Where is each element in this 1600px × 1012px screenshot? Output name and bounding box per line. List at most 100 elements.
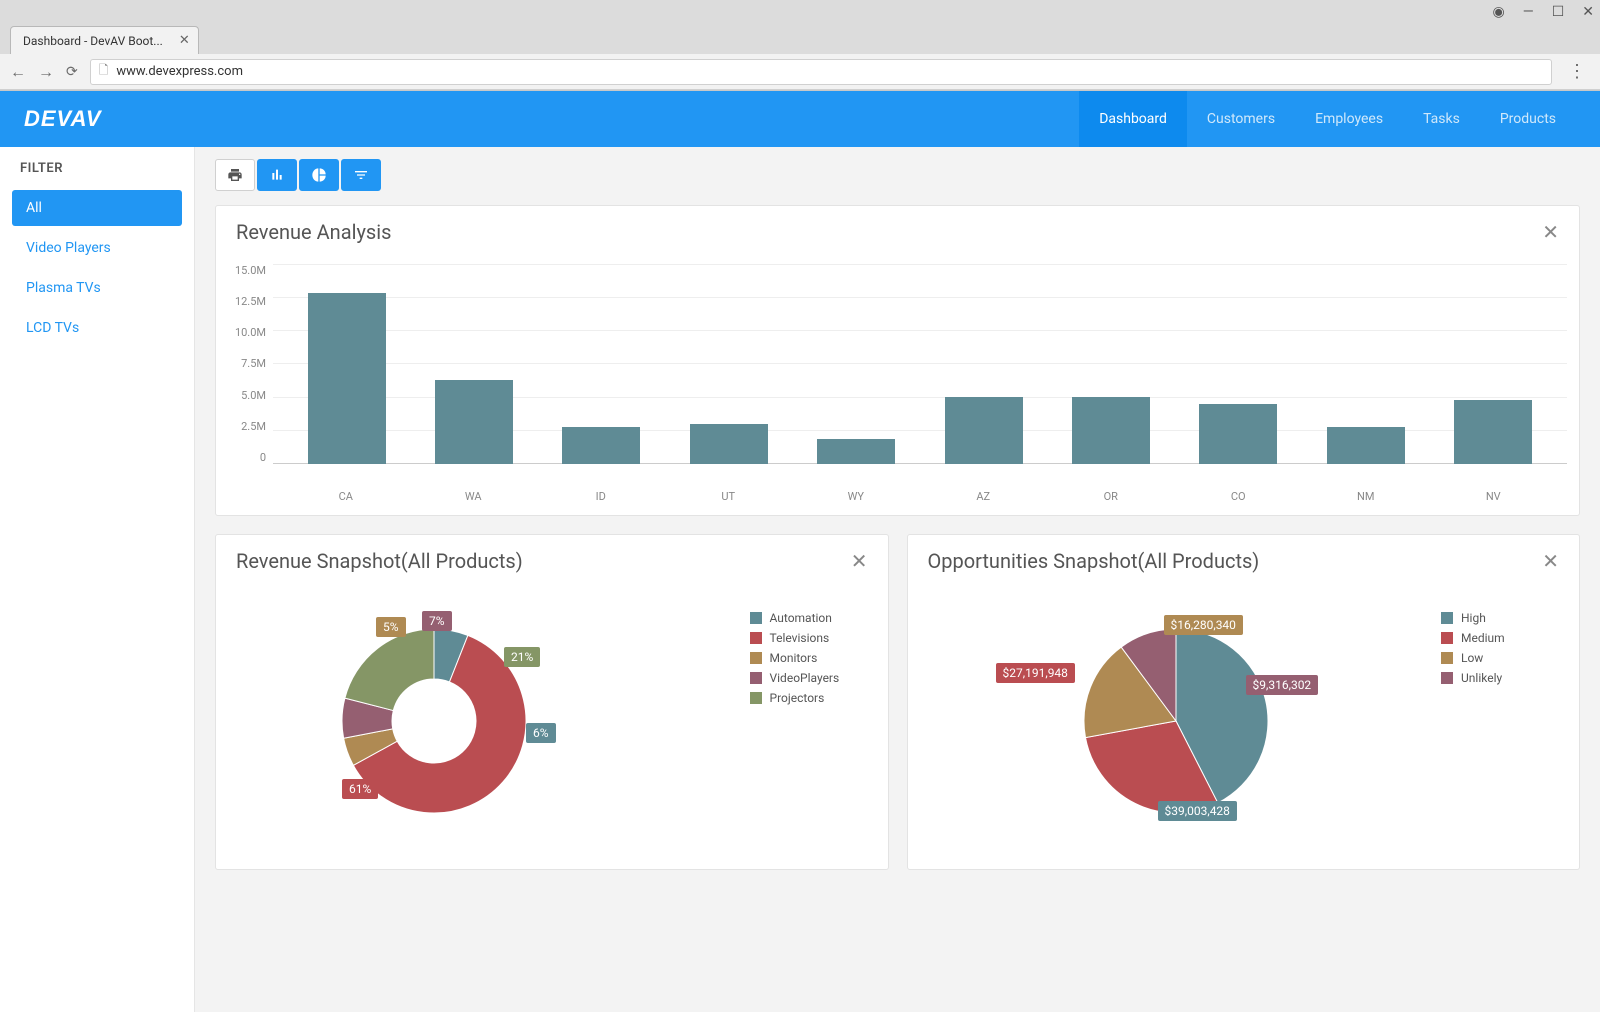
browser-address-bar: ← → ⟳ 🗋 www.devexpress.com ⋮ [0,54,1600,90]
x-tick-label: NM [1327,490,1405,503]
legend-item-projectors[interactable]: Projectors [750,691,880,705]
legend-swatch [750,632,762,644]
app-logo[interactable]: DEVAV [24,106,102,132]
browser-tab[interactable]: Dashboard - DevAV Boot... ✕ [10,26,199,54]
bar-chart-button[interactable] [257,159,297,191]
panel-body: $39,003,428$27,191,948$16,280,340$9,316,… [908,587,1580,869]
panel-close-icon[interactable]: ✕ [851,549,868,573]
panel-header: Opportunities Snapshot(All Products) ✕ [908,535,1580,587]
opportunities-snapshot-panel: Opportunities Snapshot(All Products) ✕ $… [907,534,1581,870]
print-icon [227,167,243,183]
panel-close-icon[interactable]: ✕ [1542,549,1559,573]
url-text: www.devexpress.com [116,64,243,79]
legend-item-monitors[interactable]: Monitors [750,651,880,665]
toolbar [215,159,1580,191]
forward-button[interactable]: → [38,62,54,82]
legend-item-unlikely[interactable]: Unlikely [1441,671,1571,685]
pie-chart-icon [311,167,327,183]
nav-employees[interactable]: Employees [1295,91,1403,147]
panel-title: Opportunities Snapshot(All Products) [928,549,1260,573]
print-button[interactable] [215,159,255,191]
legend: Automation Televisions Monitors VideoPlayer… [750,601,880,841]
browser-chrome: ◉ — ☐ ✕ Dashboard - DevAV Boot... ✕ ← → … [0,0,1600,91]
panel-close-icon[interactable]: ✕ [1542,220,1559,244]
main-content: Revenue Analysis ✕ 15.0M12.5M10.0M7.5M5.… [195,147,1600,1012]
y-tick-label: 12.5M [235,295,266,308]
legend-label: Low [1461,651,1483,665]
y-tick-label: 5.0M [241,389,266,402]
filter-item-all[interactable]: All [12,190,182,226]
x-tick-label: ID [562,490,640,503]
callout-low: $16,280,340 [1164,615,1243,635]
legend: High Medium Low Unlikely [1441,601,1571,841]
x-tick-label: UT [689,490,767,503]
x-tick-label: NV [1454,490,1532,503]
user-icon[interactable]: ◉ [1493,4,1505,20]
callout-unlikely: $9,316,302 [1246,675,1319,695]
nav-products[interactable]: Products [1480,91,1576,147]
filter-button[interactable] [341,159,381,191]
y-tick-label: 0 [260,451,266,464]
bar-UT[interactable] [690,424,768,464]
revenue-bar-chart: 15.0M12.5M10.0M7.5M5.0M2.5M0 [228,264,1567,484]
x-tick-label: CO [1199,490,1277,503]
nav-dashboard[interactable]: Dashboard [1079,91,1187,147]
bar-AZ[interactable] [945,397,1023,464]
browser-menu-button[interactable]: ⋮ [1564,61,1590,82]
close-window-button[interactable]: ✕ [1582,4,1594,20]
nav-customers[interactable]: Customers [1187,91,1295,147]
nav-tasks[interactable]: Tasks [1403,91,1480,147]
bar-NM[interactable] [1327,427,1405,464]
filter-item-plasma-tvs[interactable]: Plasma TVs [12,270,182,306]
minimize-button[interactable]: — [1523,4,1534,20]
bottom-row: Revenue Snapshot(All Products) ✕ 6%61%5%… [215,534,1580,870]
callout-automation: 6% [526,723,556,743]
tab-close-icon[interactable]: ✕ [179,33,190,48]
legend-item-automation[interactable]: Automation [750,611,880,625]
bar-chart-icon [269,167,285,183]
bar-WA[interactable] [435,380,513,464]
legend-swatch [750,612,762,624]
callout-medium: $27,191,948 [996,663,1075,683]
y-tick-label: 7.5M [241,357,266,370]
x-tick-label: AZ [944,490,1022,503]
maximize-button[interactable]: ☐ [1552,4,1565,20]
filter-item-lcd-tvs[interactable]: LCD TVs [12,310,182,346]
bar-CA[interactable] [308,293,386,464]
panel-body: 6%61%5%7%21% AutomationTelevisionsMonito… [216,587,888,869]
legend-label: Unlikely [1461,671,1502,685]
panel-header: Revenue Snapshot(All Products) ✕ [216,535,888,587]
back-button[interactable]: ← [10,62,26,82]
legend-item-low[interactable]: Low [1441,651,1571,665]
tab-title: Dashboard - DevAV Boot... [23,34,163,48]
legend-label: VideoPlayers [770,671,840,685]
filter-item-video-players[interactable]: Video Players [12,230,182,266]
bar-WY[interactable] [817,439,895,464]
x-axis: CAWAIDUTWYAZORCONMNV [228,484,1567,503]
url-input[interactable]: 🗋 www.devexpress.com [90,59,1552,85]
x-tick-label: OR [1072,490,1150,503]
filter-heading: FILTER [12,161,182,176]
panel-title: Revenue Snapshot(All Products) [236,549,523,573]
panel-body: 15.0M12.5M10.0M7.5M5.0M2.5M0 CAWAIDUTWYA… [216,258,1579,515]
bar-CO[interactable] [1199,404,1277,464]
legend-item-televisions[interactable]: Televisions [750,631,880,645]
panel-header: Revenue Analysis ✕ [216,206,1579,258]
legend-item-videoplayers[interactable]: VideoPlayers [750,671,880,685]
y-tick-label: 2.5M [241,420,266,433]
legend-item-high[interactable]: High [1441,611,1571,625]
legend-swatch [750,672,762,684]
pie-chart: $39,003,428$27,191,948$16,280,340$9,316,… [916,601,1442,841]
slice-projectors[interactable] [345,629,434,711]
filter-icon [353,167,369,183]
legend-item-medium[interactable]: Medium [1441,631,1571,645]
revenue-analysis-panel: Revenue Analysis ✕ 15.0M12.5M10.0M7.5M5.… [215,205,1580,516]
bar-OR[interactable] [1072,397,1150,464]
pie-chart-button[interactable] [299,159,339,191]
bar-ID[interactable] [562,427,640,464]
x-tick-label: WY [817,490,895,503]
reload-button[interactable]: ⟳ [66,64,78,80]
callout-videoplayers: 7% [422,611,452,631]
bar-NV[interactable] [1454,400,1532,464]
callout-projectors: 21% [504,647,540,667]
